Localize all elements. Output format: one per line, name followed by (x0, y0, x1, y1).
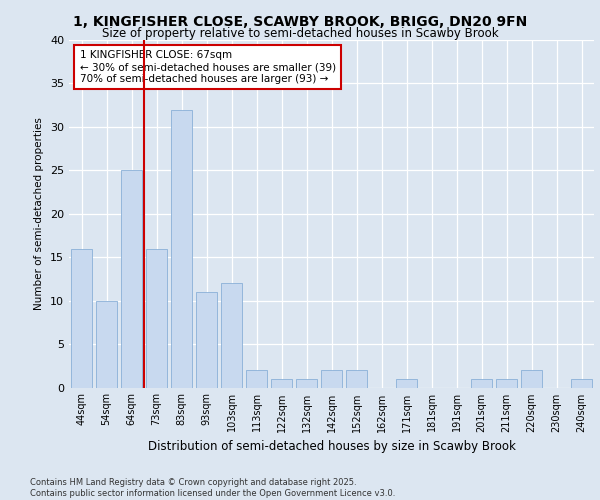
Bar (321, 370, 342, 388)
Bar (571, 379, 592, 388)
Bar (396, 379, 417, 388)
Bar (246, 370, 267, 388)
Bar (96, 300, 117, 388)
Bar (296, 379, 317, 388)
Bar (171, 110, 192, 388)
Bar (196, 292, 217, 388)
X-axis label: Distribution of semi-detached houses by size in Scawby Brook: Distribution of semi-detached houses by … (148, 440, 515, 453)
Bar (521, 370, 542, 388)
Text: Size of property relative to semi-detached houses in Scawby Brook: Size of property relative to semi-detach… (101, 27, 499, 40)
Bar (71, 248, 92, 388)
Bar (471, 379, 492, 388)
Text: 1, KINGFISHER CLOSE, SCAWBY BROOK, BRIGG, DN20 9FN: 1, KINGFISHER CLOSE, SCAWBY BROOK, BRIGG… (73, 15, 527, 29)
Bar (146, 248, 167, 388)
Bar (496, 379, 517, 388)
Bar (221, 283, 242, 388)
Bar (121, 170, 142, 388)
Text: Contains HM Land Registry data © Crown copyright and database right 2025.
Contai: Contains HM Land Registry data © Crown c… (30, 478, 395, 498)
Bar (271, 379, 292, 388)
Bar (346, 370, 367, 388)
Y-axis label: Number of semi-detached properties: Number of semi-detached properties (34, 118, 44, 310)
Text: 1 KINGFISHER CLOSE: 67sqm
← 30% of semi-detached houses are smaller (39)
70% of : 1 KINGFISHER CLOSE: 67sqm ← 30% of semi-… (79, 50, 335, 84)
